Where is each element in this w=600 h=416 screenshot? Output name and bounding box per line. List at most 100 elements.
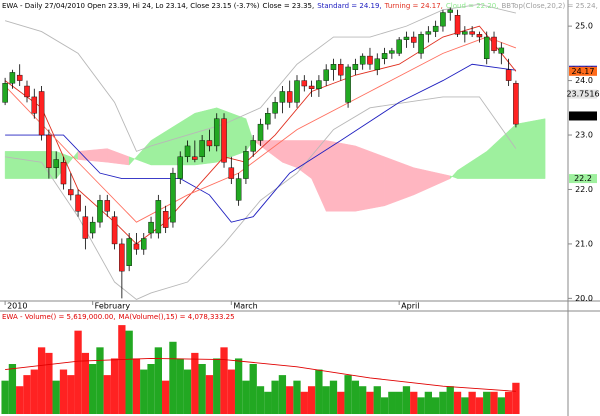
candle-body bbox=[498, 47, 505, 54]
candle-body bbox=[513, 83, 519, 125]
candle-body bbox=[46, 134, 52, 168]
candle-body bbox=[483, 36, 490, 60]
candle-body bbox=[454, 15, 461, 35]
legend-item: MA(Volume(),15) = 4,078,333.25 bbox=[119, 313, 235, 321]
cloud-segment bbox=[355, 145, 385, 212]
candle-body bbox=[133, 243, 140, 250]
volume-bar bbox=[74, 330, 82, 414]
volume-bar bbox=[490, 391, 498, 414]
candle-body bbox=[16, 74, 23, 81]
volume-bar bbox=[504, 391, 513, 414]
candle-body bbox=[250, 140, 256, 152]
candle-body bbox=[243, 151, 249, 179]
candles bbox=[2, 7, 519, 299]
volume-bar bbox=[183, 369, 192, 414]
volume-bar bbox=[483, 391, 491, 414]
legend-item: Turning = 24.17, bbox=[384, 2, 443, 10]
legend-item: Close = 23.35, bbox=[263, 2, 315, 10]
volume-bar bbox=[30, 369, 38, 414]
volume-bar bbox=[162, 380, 170, 414]
volume-bar bbox=[45, 352, 53, 414]
candle-body bbox=[68, 189, 74, 196]
candle-body bbox=[345, 66, 351, 103]
volume-bar bbox=[380, 397, 389, 414]
volume-ma-line bbox=[5, 357, 516, 392]
indicator-line bbox=[4, 3, 517, 152]
volume-bar bbox=[205, 375, 214, 414]
volume-bar bbox=[359, 386, 367, 414]
volume-bar bbox=[220, 347, 228, 414]
candle-body bbox=[82, 216, 89, 239]
legend-item: EWA - Volume() = 5,619,000.00, bbox=[2, 313, 116, 321]
volume-bar bbox=[67, 375, 75, 414]
candle-body bbox=[440, 12, 446, 27]
candle-body bbox=[286, 91, 293, 103]
volume-bar bbox=[344, 375, 352, 414]
candle-body bbox=[338, 64, 344, 76]
candle-body bbox=[403, 36, 410, 40]
volume-bar bbox=[388, 391, 396, 414]
candle-body bbox=[411, 36, 417, 43]
candle-body bbox=[294, 80, 300, 103]
indicator-line bbox=[5, 63, 516, 223]
y-tick-label: 23.0 bbox=[575, 131, 593, 140]
price-label: 22.2 bbox=[574, 174, 592, 183]
volume-bar bbox=[497, 397, 505, 414]
candle-body bbox=[330, 64, 337, 70]
volume-bar bbox=[16, 386, 24, 414]
volume-bar bbox=[278, 375, 287, 414]
candle-body bbox=[126, 238, 132, 266]
candle-body bbox=[53, 159, 59, 168]
volume-bar bbox=[227, 369, 235, 414]
volume-bar bbox=[118, 325, 126, 414]
candle-body bbox=[111, 216, 118, 245]
candle-body bbox=[75, 194, 81, 212]
candle-body bbox=[418, 34, 424, 54]
legend-item: Standard = 24.19, bbox=[317, 2, 381, 10]
candle-body bbox=[60, 162, 67, 185]
y-tick-label: 25.0 bbox=[575, 22, 593, 31]
volume-bar bbox=[446, 386, 454, 414]
candle-body bbox=[119, 243, 125, 272]
y-tick-label: 22.0 bbox=[575, 185, 593, 194]
x-tick-label: February bbox=[95, 302, 131, 311]
legend-item: BBTop(Close,20,2) = 25.24, bbox=[501, 2, 597, 10]
volume-bar bbox=[125, 330, 133, 414]
candle-body bbox=[24, 85, 30, 98]
y-tick-label: 21.0 bbox=[575, 239, 593, 248]
axes: 20.0 21.0 22.0 23.0 24.0 25.0 2010 February Marc… bbox=[4, 22, 600, 311]
volume-bar bbox=[410, 391, 418, 414]
volume-bar bbox=[191, 352, 199, 414]
header: EWA - Daily 27/04/2010 Open 23.39, Hi 24… bbox=[2, 2, 598, 321]
candle-body bbox=[148, 221, 154, 234]
volume-bar bbox=[424, 391, 432, 414]
candle-body bbox=[235, 178, 242, 201]
volume-bar bbox=[213, 358, 221, 414]
candle-body bbox=[279, 91, 286, 103]
candle-body bbox=[359, 55, 366, 65]
candle-body bbox=[367, 55, 373, 65]
candle-body bbox=[308, 85, 315, 89]
candle-body bbox=[374, 58, 381, 70]
candle-body bbox=[155, 200, 162, 234]
volume-bar bbox=[286, 386, 294, 414]
legend-item: Cloud = 22.20, bbox=[446, 2, 499, 10]
volume-bar bbox=[315, 369, 323, 414]
volume-bar bbox=[81, 352, 90, 414]
candle-body bbox=[97, 200, 103, 223]
volume-bar bbox=[198, 364, 206, 414]
volume-bar bbox=[417, 397, 425, 414]
candle-body bbox=[184, 145, 191, 158]
price-label: 24.17 bbox=[572, 67, 595, 76]
volume-bar bbox=[293, 380, 301, 414]
volume-bar bbox=[329, 380, 338, 414]
candle-body bbox=[425, 31, 432, 35]
candle-body bbox=[272, 102, 278, 114]
candle-body bbox=[162, 211, 169, 228]
y-tick-label: 24.0 bbox=[575, 76, 593, 85]
price-label: 23.35 bbox=[572, 111, 595, 120]
volume-bar bbox=[234, 358, 243, 414]
volume-bar bbox=[373, 386, 381, 414]
